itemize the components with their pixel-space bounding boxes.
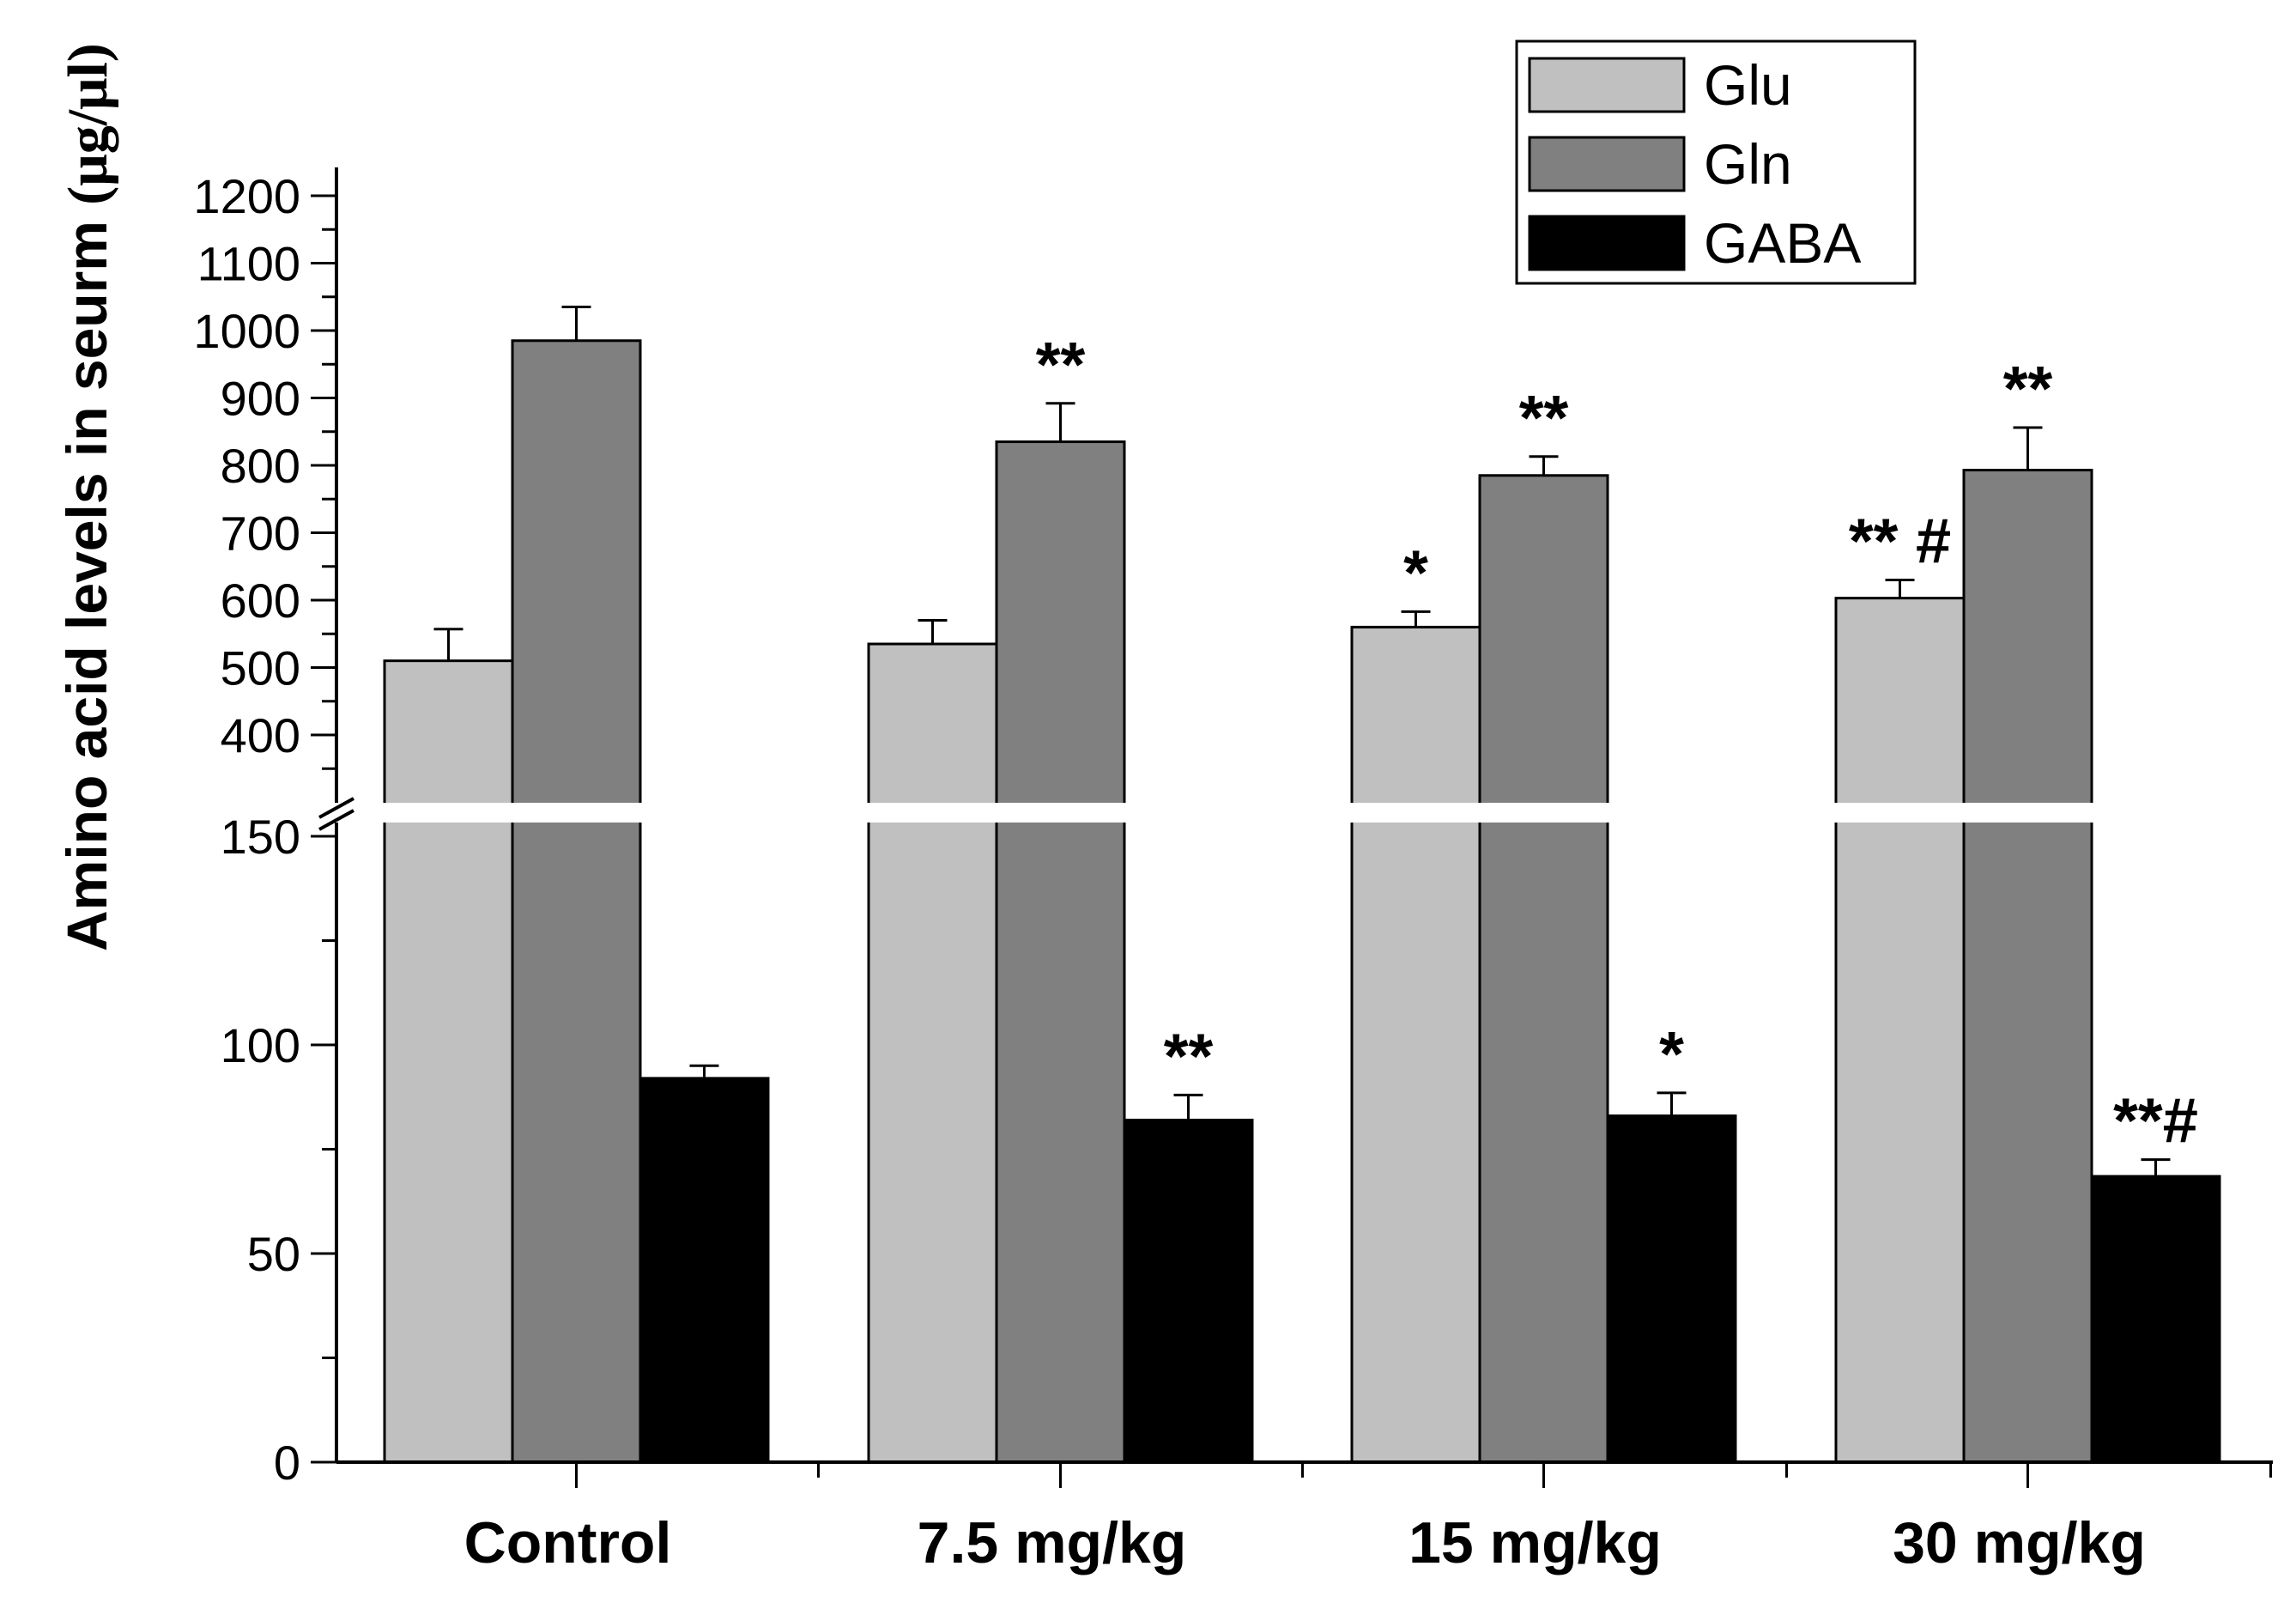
significance-annotation-4: ** [1519, 382, 1569, 453]
legend: Glu Gln GABA [1515, 39, 1917, 285]
legend-label-glu: Glu [1704, 53, 1792, 117]
x-tick-label-2: 7.5 mg/kg [918, 1510, 1187, 1575]
axes-layer [318, 167, 2273, 1488]
significance-annotation-6: ** # [1849, 505, 1951, 576]
y-tick-label-800: 800 [221, 439, 300, 493]
legend-swatch-glu [1528, 57, 1686, 113]
legend-swatch-gln [1528, 136, 1686, 192]
significance-annotation-5: * [1659, 1018, 1684, 1090]
bar-glu-3 [1350, 625, 1481, 1464]
bars-layer [383, 339, 2221, 1464]
x-tick-label-3: 15 mg/kg [1408, 1510, 1662, 1575]
significance-annotation-1: ** [1036, 329, 1086, 400]
x-tick-label-4: 30 mg/kg [1893, 1510, 2146, 1575]
legend-label-gln: Gln [1704, 132, 1792, 196]
y-tick-label-1200: 1200 [193, 169, 300, 223]
y-tick-label-600: 600 [221, 574, 300, 628]
axis-break-mark-2 [318, 809, 354, 831]
y-tick-label-400: 400 [221, 708, 300, 762]
break-gap [302, 803, 2290, 823]
significance-annotations: ********** #****# [1036, 329, 2198, 1157]
bar-gaba-2 [1123, 1118, 1254, 1464]
axis-break-gap [302, 803, 2290, 823]
axis-break-mark-1 [318, 797, 354, 819]
bar-gaba-1 [639, 1077, 770, 1464]
y-tick-label-900: 900 [221, 372, 300, 426]
y-axis-title-unit: (μg/μl) [57, 43, 119, 204]
y-tick-label-700: 700 [221, 507, 300, 561]
error-bars-layer [433, 306, 2171, 1177]
bar-gaba-4 [2090, 1175, 2221, 1464]
x-tick-label-1: Control [464, 1510, 672, 1575]
bar-gln-2 [995, 440, 1126, 1464]
bar-gaba-3 [1606, 1114, 1737, 1464]
y-axis-title: Amino acid levels in seurm (μg/μl) [55, 43, 119, 951]
y-tick-label-50: 50 [247, 1227, 300, 1281]
y-tick-label-150: 150 [221, 810, 300, 864]
significance-annotation-2: ** [1164, 1020, 1214, 1091]
bar-gln-1 [511, 339, 642, 1464]
y-tick-label-0: 0 [274, 1436, 300, 1490]
y-axis-title-text: Amino acid levels in seurm [55, 205, 118, 951]
bar-glu-1 [383, 659, 514, 1464]
y-tick-label-1100: 1100 [197, 237, 300, 291]
bar-glu-2 [867, 642, 998, 1464]
y-tick-label-100: 100 [221, 1018, 300, 1072]
significance-annotation-7: ** [2003, 353, 2053, 424]
significance-annotation-8: **# [2113, 1085, 2198, 1157]
y-tick-label-1000: 1000 [193, 304, 300, 358]
y-tick-label-500: 500 [221, 641, 300, 695]
legend-swatch-gaba [1528, 215, 1686, 271]
legend-label-gaba: GABA [1704, 211, 1861, 275]
bar-gln-4 [1962, 468, 2093, 1464]
x-tick-labels-layer: Control 7.5 mg/kg 15 mg/kg 30 mg/kg [464, 1510, 2146, 1575]
significance-annotation-3: * [1403, 537, 1428, 608]
bar-glu-4 [1834, 597, 1966, 1464]
bar-gln-3 [1478, 474, 1609, 1464]
y-ticks-layer: 0 50 100 150 400 500 600 700 800 900 1000 1100 1200 [193, 169, 336, 1490]
